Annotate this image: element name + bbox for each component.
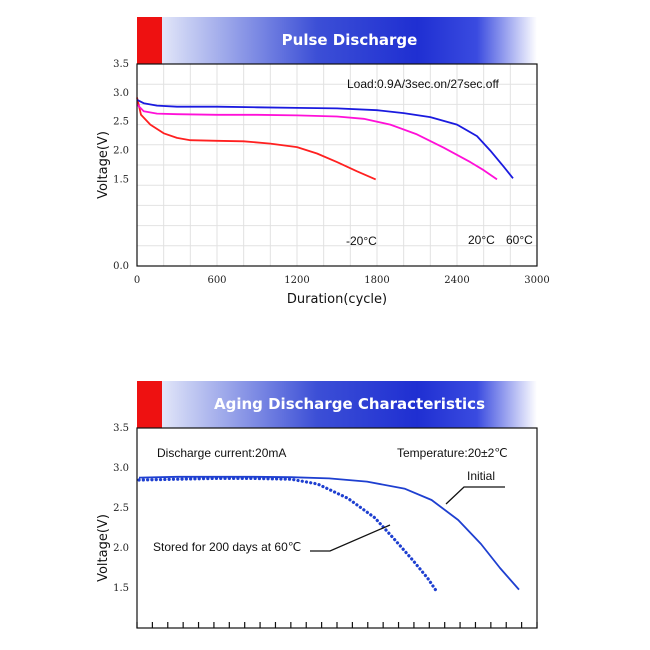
series-line-0 [138,475,520,591]
x-tick-label: 600 [207,275,226,286]
series-lines [137,475,520,592]
plot-frame [136,63,538,267]
x-tick-marks [136,622,538,628]
x-tick-label: 1200 [284,275,309,286]
y-axis-label: Voltage(V) [96,514,111,582]
x-tick-label: 0 [134,275,140,286]
pulse-discharge-banner: Pulse Discharge [137,17,537,64]
banner-red-block [137,17,162,64]
pulse-discharge-panel: Pulse Discharge 0 600 1200 1800 2400 3000 0.0 1… [0,0,650,320]
load-annotation: Load:0.9A/3sec.on/27sec.off [347,77,500,91]
discharge-current-annotation: Discharge current:20mA [157,446,286,460]
series-label-20c: 20°C [468,233,495,247]
series-label-minus20c: -20°C [346,234,377,248]
grid [137,64,537,266]
tick-labels: 0 600 1200 1800 2400 3000 0.0 1.5 2.0 2.5 3.0 3.5 [113,59,550,286]
y-tick-label: 2.5 [113,503,129,514]
series-line-2 [136,98,514,179]
y-tick-label: 2.0 [113,146,129,157]
y-tick-label: 3.0 [113,463,129,474]
x-tick-label: 2400 [444,275,469,286]
y-tick-label: 3.5 [113,59,129,70]
x-tick-label: 1800 [364,275,389,286]
y-tick-label: 1.5 [113,583,129,594]
x-tick-label: 3000 [524,275,549,286]
series-line-0 [136,97,377,181]
temperature-annotation: Temperature:20±2℃ [397,446,508,460]
series-label-60c: 60°C [506,233,533,247]
series-line-1 [136,103,498,181]
banner-red-block [137,381,162,428]
leader-line-stored [310,524,391,552]
pulse-discharge-chart: 0 600 1200 1800 2400 3000 0.0 1.5 2.0 2.5 3.0 3.5 L… [96,59,550,307]
y-tick-label: 0.0 [113,261,129,272]
aging-discharge-banner: Aging Discharge Characteristics [137,381,537,428]
series-label-stored: Stored for 200 days at 60℃ [153,540,301,554]
y-axis-label: Voltage(V) [96,131,111,199]
y-tick-label: 1.5 [113,174,129,185]
tick-labels: 1.5 2.0 2.5 3.0 3.5 [113,423,129,594]
chart-title: Pulse Discharge [281,31,418,49]
series-lines [136,97,514,181]
series-line-1 [137,476,437,592]
chart-title: Aging Discharge Characteristics [213,395,486,413]
y-tick-label: 2.5 [113,117,129,128]
x-axis-label: Duration(cycle) [287,292,387,307]
y-tick-label: 3.0 [113,88,129,99]
series-label-initial: Initial [467,469,495,483]
leader-line-initial [445,486,505,505]
y-tick-label: 3.5 [113,423,129,434]
y-tick-label: 2.0 [113,543,129,554]
